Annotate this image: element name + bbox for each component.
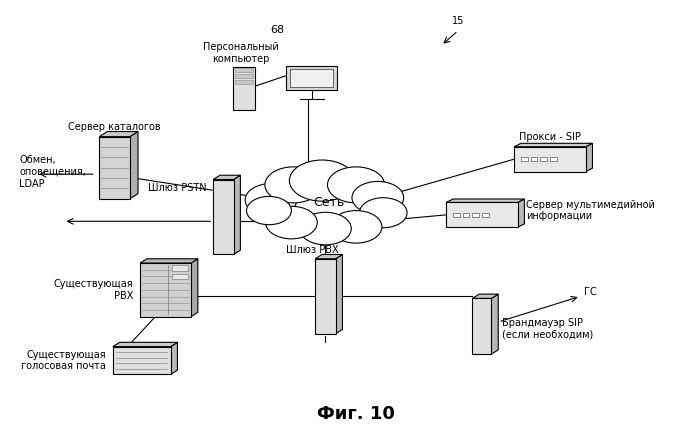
Circle shape [245, 184, 297, 216]
Bar [99, 137, 130, 199]
Polygon shape [130, 132, 138, 199]
Bar [482, 213, 489, 217]
Text: Шлюз PSTN: Шлюз PSTN [147, 183, 206, 193]
Bar [235, 68, 252, 72]
Bar [290, 69, 333, 87]
Circle shape [265, 167, 322, 203]
Polygon shape [99, 132, 138, 137]
Bar [171, 274, 188, 279]
Bar [287, 66, 338, 89]
Polygon shape [140, 259, 198, 263]
Polygon shape [233, 175, 240, 254]
Circle shape [330, 210, 382, 243]
Polygon shape [446, 199, 524, 202]
Circle shape [247, 197, 291, 225]
Polygon shape [586, 143, 593, 171]
Circle shape [266, 206, 317, 239]
Bar [514, 147, 586, 171]
Text: Прокси - SIP: Прокси - SIP [519, 132, 581, 142]
Text: Сервер каталогов: Сервер каталогов [69, 122, 161, 132]
Polygon shape [473, 294, 498, 299]
Text: Обмен,
оповещения,
LDAP: Обмен, оповещения, LDAP [20, 155, 86, 189]
Bar [113, 347, 171, 375]
Circle shape [300, 212, 352, 245]
Bar [213, 180, 233, 254]
Bar [550, 157, 557, 161]
Bar [473, 213, 479, 217]
Text: 15: 15 [452, 16, 464, 26]
Bar [235, 74, 252, 78]
Polygon shape [213, 175, 240, 180]
Text: Брандмауэр SIP
(если необходим): Брандмауэр SIP (если необходим) [502, 318, 593, 339]
Polygon shape [113, 342, 178, 347]
Text: ГС: ГС [584, 287, 597, 297]
Text: 68: 68 [271, 25, 285, 35]
Polygon shape [191, 259, 198, 317]
Polygon shape [315, 254, 343, 259]
Bar [315, 259, 336, 334]
Bar [446, 202, 518, 227]
Bar [463, 213, 470, 217]
Bar [473, 299, 491, 354]
Circle shape [327, 167, 384, 203]
Text: Существующая
голосовая почта: Существующая голосовая почта [21, 350, 106, 372]
Bar [171, 265, 188, 271]
Circle shape [289, 160, 354, 201]
Bar [235, 80, 252, 84]
Text: Сервер мультимедийной
информации: Сервер мультимедийной информации [526, 200, 655, 221]
Text: Сеть: Сеть [313, 195, 345, 208]
Bar [521, 157, 528, 161]
Polygon shape [514, 143, 593, 147]
Polygon shape [171, 342, 178, 375]
Ellipse shape [254, 172, 404, 232]
Circle shape [359, 198, 407, 228]
Polygon shape [336, 254, 343, 334]
Circle shape [352, 181, 404, 214]
Text: Шлюз PBX: Шлюз PBX [285, 245, 338, 255]
Bar [540, 157, 547, 161]
Text: Персональный
компьютер: Персональный компьютер [203, 42, 278, 64]
Text: Фиг. 10: Фиг. 10 [317, 404, 395, 423]
Polygon shape [518, 199, 524, 227]
Polygon shape [491, 294, 498, 354]
Bar [140, 263, 191, 317]
Bar [233, 67, 254, 110]
Bar [531, 157, 538, 161]
Text: Существующая
PBX: Существующая PBX [54, 279, 134, 301]
Bar [453, 213, 460, 217]
